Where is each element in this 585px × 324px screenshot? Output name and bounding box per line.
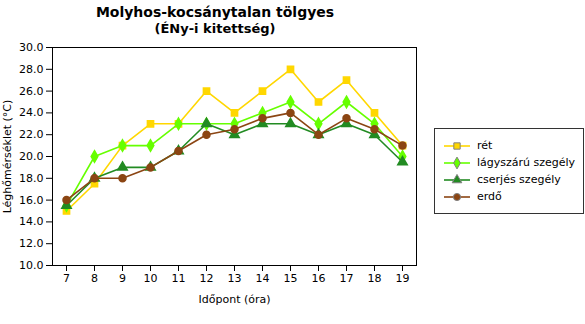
svg-text:11: 11 xyxy=(172,272,186,285)
svg-text:16: 16 xyxy=(312,272,326,285)
svg-text:17: 17 xyxy=(340,272,354,285)
svg-text:10: 10 xyxy=(144,272,158,285)
svg-text:Időpont (óra): Időpont (óra) xyxy=(198,293,270,306)
svg-text:24.0: 24.0 xyxy=(19,106,44,119)
html-text:(ÉNy-i kitettség): (ÉNy-i kitettség) xyxy=(154,21,276,36)
svg-text:13: 13 xyxy=(228,272,242,285)
svg-text:28.0: 28.0 xyxy=(19,63,44,76)
html-text:rét: rét xyxy=(477,139,493,152)
svg-text:18: 18 xyxy=(368,272,382,285)
svg-text:19: 19 xyxy=(396,272,410,285)
svg-text:16.0: 16.0 xyxy=(19,194,44,207)
html-text:Molyhos-kocsánytalan tölgyes: Molyhos-kocsánytalan tölgyes xyxy=(95,4,335,20)
svg-text:30.0: 30.0 xyxy=(19,41,44,54)
svg-text:12: 12 xyxy=(200,272,214,285)
svg-text:20.0: 20.0 xyxy=(19,150,44,163)
svg-text:15: 15 xyxy=(284,272,298,285)
svg-text:18.0: 18.0 xyxy=(19,172,44,185)
svg-text:22.0: 22.0 xyxy=(19,128,44,141)
html-text:erdő: erdő xyxy=(477,190,502,203)
svg-text:7: 7 xyxy=(63,272,70,285)
svg-text:14: 14 xyxy=(256,272,270,285)
svg-text:Léghőmérséklet (°C): Léghőmérséklet (°C) xyxy=(1,100,14,214)
svg-text:10.0: 10.0 xyxy=(19,259,44,272)
html-text:cserjés szegély: cserjés szegély xyxy=(477,173,561,186)
svg-text:14.0: 14.0 xyxy=(19,215,44,228)
svg-text:26.0: 26.0 xyxy=(19,85,44,98)
svg-text:12.0: 12.0 xyxy=(19,237,44,250)
html-text:lágyszárú szegély: lágyszárú szegély xyxy=(477,156,576,169)
svg-text:8: 8 xyxy=(91,272,98,285)
svg-text:9: 9 xyxy=(119,272,126,285)
